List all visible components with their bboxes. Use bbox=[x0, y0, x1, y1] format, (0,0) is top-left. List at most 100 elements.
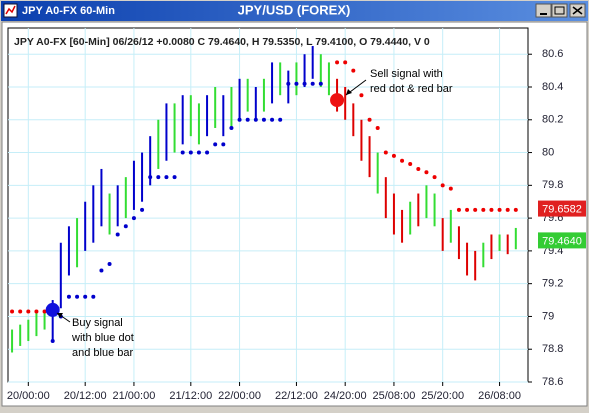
close-glyph bbox=[572, 6, 583, 15]
stop-dot bbox=[131, 216, 136, 221]
stop-dot bbox=[440, 183, 445, 188]
stop-dot bbox=[383, 150, 388, 155]
stop-dot bbox=[123, 224, 128, 229]
stop-dot bbox=[66, 294, 71, 299]
stop-dot bbox=[408, 162, 413, 167]
y-tick-label: 78.8 bbox=[542, 343, 563, 355]
stop-dot bbox=[26, 309, 31, 314]
stop-dot bbox=[497, 207, 502, 212]
plot-layer bbox=[8, 28, 528, 383]
y-tick-label: 80.4 bbox=[542, 81, 563, 93]
signal-marker bbox=[330, 93, 345, 108]
window-buttons bbox=[535, 3, 586, 18]
stop-dot bbox=[213, 142, 218, 147]
stop-dot bbox=[18, 309, 23, 314]
stop-dot bbox=[107, 262, 112, 266]
stop-dot bbox=[294, 81, 299, 86]
window-title: JPY A0-FX 60-Min bbox=[22, 5, 115, 17]
stop-dot bbox=[229, 125, 234, 130]
x-tick-label: 25/08:00 bbox=[373, 390, 416, 402]
stop-dot bbox=[318, 81, 323, 86]
stop-dot bbox=[286, 81, 291, 86]
chart-header: JPY A0-FX [60-Min] 06/26/12 +0.0080 C 79… bbox=[14, 36, 430, 48]
stop-dot bbox=[456, 207, 461, 212]
stop-dot bbox=[416, 166, 421, 171]
stop-dot bbox=[172, 175, 177, 180]
x-tick-label: 22/00:00 bbox=[218, 390, 261, 402]
x-tick-label: 21/00:00 bbox=[113, 390, 156, 402]
stop-dot bbox=[188, 150, 193, 155]
stop-dot bbox=[391, 153, 396, 158]
x-tick-label: 22/12:00 bbox=[275, 390, 318, 402]
x-tick-label: 20/12:00 bbox=[64, 390, 107, 402]
price-label: 79.4640 bbox=[542, 235, 582, 247]
y-tick-label: 80.6 bbox=[542, 48, 563, 60]
app-icon-glyph bbox=[5, 5, 16, 15]
stop-dot bbox=[489, 207, 494, 212]
sell-annotation: Sell signal with red dot & red bar bbox=[345, 68, 453, 96]
stop-dot bbox=[351, 68, 356, 73]
stop-dot bbox=[278, 117, 283, 122]
stop-dot bbox=[75, 294, 80, 299]
stop-dot bbox=[481, 207, 486, 212]
stop-dot bbox=[50, 339, 55, 344]
stop-dot bbox=[253, 117, 258, 122]
signal-marker bbox=[45, 302, 60, 317]
stop-dot bbox=[164, 175, 169, 180]
stop-dot bbox=[83, 294, 88, 299]
stop-dot bbox=[140, 207, 145, 212]
stop-dot bbox=[302, 81, 307, 86]
stop-dot bbox=[343, 60, 348, 65]
stop-dot bbox=[10, 309, 15, 314]
price-label: 79.6582 bbox=[542, 203, 582, 215]
buy-annotation: Buy signal with blue dot and blue bar bbox=[56, 312, 134, 359]
maximize-glyph bbox=[554, 6, 565, 15]
x-tick-label: 20/00:00 bbox=[7, 390, 50, 402]
stop-dot bbox=[424, 170, 429, 175]
y-tick-label: 79.8 bbox=[542, 179, 563, 191]
x-tick-label: 21/12:00 bbox=[169, 390, 212, 402]
stop-dot bbox=[465, 207, 470, 212]
y-tick-label: 80.2 bbox=[542, 114, 563, 126]
stop-dot bbox=[513, 207, 518, 212]
x-tick-label: 26/08:00 bbox=[478, 390, 521, 402]
buy-note-line: with blue dot bbox=[71, 332, 134, 344]
stop-dot bbox=[400, 158, 405, 163]
stop-dot bbox=[505, 207, 510, 212]
stop-dot bbox=[473, 207, 478, 212]
stop-dot bbox=[270, 117, 275, 122]
stop-dot bbox=[115, 232, 120, 237]
maximize-button[interactable] bbox=[551, 3, 568, 18]
x-tick-label: 24/20:00 bbox=[324, 390, 367, 402]
stop-dot bbox=[221, 142, 226, 147]
stop-dot bbox=[34, 309, 39, 314]
buy-note-line: Buy signal bbox=[72, 317, 123, 329]
stop-dot bbox=[335, 60, 340, 65]
title-bar bbox=[1, 1, 588, 21]
sell-note-line: red dot & red bar bbox=[370, 83, 453, 95]
stop-dot bbox=[99, 268, 104, 273]
stop-dot bbox=[448, 186, 453, 191]
stop-dot bbox=[148, 175, 153, 180]
stop-dot bbox=[245, 117, 250, 122]
y-tick-label: 80 bbox=[542, 146, 554, 158]
buy-arrowhead bbox=[57, 313, 63, 318]
sell-note-line: Sell signal with bbox=[370, 68, 443, 80]
stop-dot bbox=[359, 93, 364, 98]
y-tick-label: 78.6 bbox=[542, 376, 563, 388]
buy-note-line: and blue bar bbox=[72, 347, 133, 359]
stop-dot bbox=[237, 117, 242, 122]
stop-dot bbox=[261, 117, 266, 122]
price-label-box bbox=[538, 200, 586, 217]
stop-dot bbox=[156, 175, 161, 180]
x-tick-label: 25/20:00 bbox=[421, 390, 464, 402]
stop-dot bbox=[91, 294, 96, 299]
chart-title: JPY/USD (FOREX) bbox=[238, 2, 351, 17]
y-tick-label: 79 bbox=[542, 310, 554, 322]
price-label-box bbox=[538, 232, 586, 249]
minimize-button[interactable] bbox=[535, 3, 552, 18]
stop-dot bbox=[42, 309, 47, 314]
stop-dot bbox=[375, 125, 380, 130]
